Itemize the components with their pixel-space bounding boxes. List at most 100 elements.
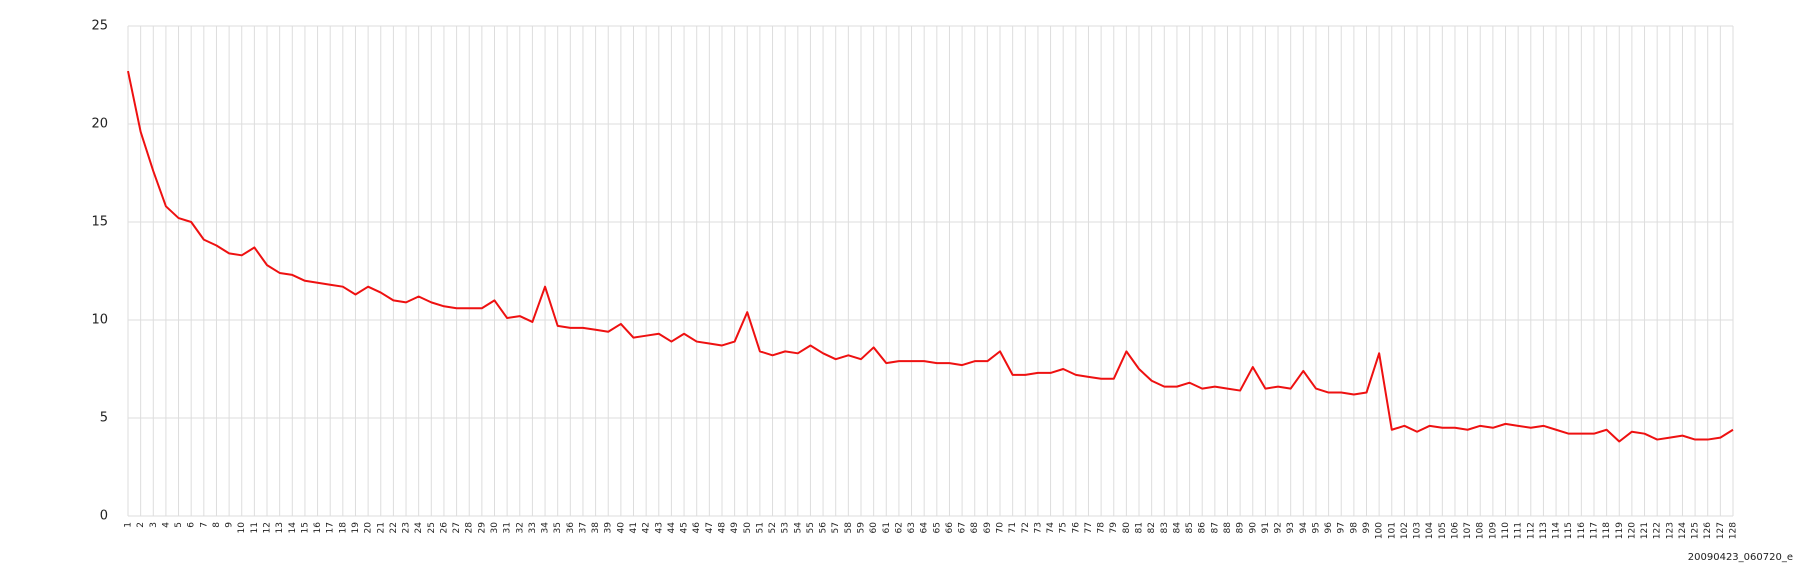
- x-tick-label: 20: [364, 522, 374, 534]
- x-tick-label: 66: [945, 522, 955, 534]
- x-tick-label: 68: [970, 522, 980, 534]
- y-tick-label: 5: [100, 411, 108, 426]
- x-tick-label: 80: [1122, 522, 1132, 534]
- x-tick-label: 26: [439, 522, 449, 534]
- y-tick-label: 0: [100, 509, 108, 524]
- x-tick-label: 125: [1691, 522, 1701, 539]
- x-tick-label: 43: [654, 522, 664, 533]
- x-tick-label: 102: [1400, 522, 1410, 539]
- x-tick-label: 110: [1501, 522, 1511, 539]
- x-tick-label: 67: [958, 522, 968, 533]
- x-tick-label: 7: [199, 522, 209, 528]
- x-tick-label: 45: [680, 522, 690, 533]
- x-tick-label: 55: [806, 522, 816, 533]
- x-tick-label: 2: [136, 522, 146, 528]
- x-tick-label: 109: [1488, 522, 1498, 539]
- x-tick-label: 63: [907, 522, 917, 533]
- x-tick-label: 75: [1059, 522, 1069, 533]
- x-tick-label: 62: [894, 522, 904, 533]
- x-tick-label: 41: [629, 522, 639, 533]
- x-tick-label: 4: [161, 522, 171, 528]
- x-tick-label: 105: [1438, 522, 1448, 539]
- x-tick-label: 103: [1413, 522, 1423, 539]
- y-tick-label: 10: [91, 313, 108, 328]
- x-tick-label: 10: [237, 522, 247, 534]
- x-tick-label: 15: [300, 522, 310, 533]
- x-tick-label: 19: [351, 522, 361, 534]
- x-tick-label: 121: [1640, 522, 1650, 539]
- x-tick-label: 36: [566, 522, 576, 534]
- x-tick-label: 8: [212, 522, 222, 528]
- x-tick-label: 117: [1589, 522, 1599, 539]
- x-tick-label: 113: [1539, 522, 1549, 539]
- x-tick-label: 98: [1349, 522, 1359, 534]
- x-tick-label: 106: [1450, 522, 1460, 539]
- x-tick-label: 69: [983, 522, 993, 534]
- x-tick-label: 27: [452, 522, 462, 533]
- x-tick-label: 120: [1627, 522, 1637, 539]
- x-tick-label: 42: [642, 522, 652, 533]
- x-tick-label: 122: [1653, 522, 1663, 539]
- x-tick-label: 76: [1071, 522, 1081, 534]
- x-tick-label: 108: [1476, 522, 1486, 539]
- x-tick-label: 94: [1299, 522, 1309, 534]
- x-tick-label: 123: [1665, 522, 1675, 539]
- x-tick-label: 93: [1286, 522, 1296, 533]
- y-tick-label: 25: [91, 19, 108, 34]
- x-tick-label: 38: [591, 522, 601, 534]
- line: [127, 70, 1734, 443]
- x-tick-label: 17: [326, 522, 336, 533]
- x-tick-label: 114: [1552, 522, 1562, 539]
- x-tick-label: 33: [528, 522, 538, 533]
- x-tick-label: 56: [819, 522, 829, 534]
- x-tick-label: 86: [1198, 522, 1208, 534]
- x-tick-label: 107: [1463, 522, 1473, 539]
- x-tick-label: 35: [553, 522, 563, 533]
- x-tick-label: 96: [1324, 522, 1334, 534]
- x-tick-label: 11: [250, 522, 260, 533]
- x-tick-label: 65: [932, 522, 942, 533]
- x-tick-label: 16: [313, 522, 323, 534]
- y-tick-label: 15: [91, 215, 108, 230]
- x-tick-label: 116: [1577, 522, 1587, 539]
- x-tick-label: 111: [1514, 522, 1524, 539]
- x-tick-label: 25: [427, 522, 437, 533]
- x-tick-label: 115: [1564, 522, 1574, 539]
- x-tick-label: 34: [541, 522, 551, 534]
- x-tick-label: 54: [793, 522, 803, 534]
- x-tick-label: 83: [1160, 522, 1170, 533]
- x-tick-label: 9: [225, 522, 235, 528]
- x-tick-label: 85: [1185, 522, 1195, 533]
- x-tick-label: 48: [717, 522, 727, 534]
- x-tick-label: 101: [1387, 522, 1397, 539]
- x-tick-label: 46: [692, 522, 702, 534]
- x-tick-label: 14: [288, 522, 298, 534]
- x-tick-label: 31: [503, 522, 513, 533]
- x-tick-label: 72: [1021, 522, 1031, 533]
- x-tick-label: 88: [1223, 522, 1233, 534]
- x-tick-label: 127: [1716, 522, 1726, 539]
- x-tick-label: 51: [755, 522, 765, 533]
- x-tick-label: 118: [1602, 522, 1612, 539]
- y-tick-label: 20: [91, 117, 108, 132]
- x-tick-label: 61: [882, 522, 892, 533]
- x-tick-label: 39: [604, 522, 614, 534]
- x-tick-label: 89: [1236, 522, 1246, 534]
- x-tick-label: 126: [1703, 522, 1713, 539]
- x-tick-label: 40: [616, 522, 626, 534]
- x-tick-label: 18: [338, 522, 348, 534]
- x-tick-label: 77: [1084, 522, 1094, 533]
- x-tick-label: 57: [831, 522, 841, 533]
- x-tick-label: 81: [1135, 522, 1145, 533]
- x-tick-label: 53: [781, 522, 791, 533]
- x-tick-label: 87: [1210, 522, 1220, 533]
- x-tick-label: 97: [1337, 522, 1347, 533]
- x-tick-label: 100: [1375, 522, 1385, 539]
- x-tick-label: 49: [730, 522, 740, 534]
- x-tick-label: 6: [187, 522, 197, 528]
- x-tick-label: 12: [263, 522, 273, 533]
- x-tick-label: 119: [1615, 522, 1625, 539]
- x-tick-label: 95: [1311, 522, 1321, 533]
